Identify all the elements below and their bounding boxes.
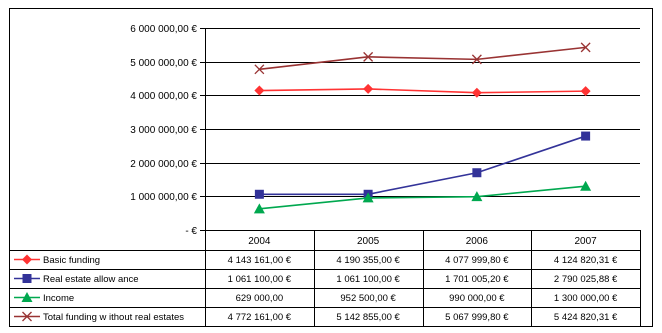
table-cell-value: 5 067 999,80 € bbox=[445, 312, 509, 323]
series-line bbox=[259, 46, 586, 71]
table-cell-value: 4 077 999,80 € bbox=[445, 255, 509, 266]
legend-label: Basic funding bbox=[43, 255, 100, 266]
data-point bbox=[363, 51, 374, 62]
data-point-stroke bbox=[254, 64, 265, 75]
data-table: 2004 2005 2006 2007 Basic funding 4 143 161,0… bbox=[10, 230, 641, 327]
data-point bbox=[22, 311, 32, 322]
x-category-label: 2006 bbox=[466, 236, 489, 247]
x-category-label: 2007 bbox=[575, 236, 598, 247]
series-3 bbox=[254, 42, 591, 75]
table-cell-value: 990 000,00 € bbox=[449, 293, 505, 304]
table-cell-value: 4 190 355,00 € bbox=[336, 255, 400, 266]
data-point-stroke bbox=[22, 311, 32, 322]
legend-key bbox=[14, 292, 40, 302]
data-point-stroke bbox=[363, 51, 374, 62]
data-point bbox=[471, 54, 482, 65]
legend-label: Total funding w ithout real estates bbox=[43, 312, 184, 323]
table-cell-value: 4 772 161,00 € bbox=[228, 312, 292, 323]
table-cell-value: 4 124 820,31 € bbox=[554, 255, 618, 266]
data-point bbox=[363, 83, 374, 94]
data-point bbox=[472, 168, 482, 178]
series-0 bbox=[254, 83, 591, 98]
data-point bbox=[254, 64, 265, 75]
table-cell-value: 5 424 820,31 € bbox=[554, 312, 618, 323]
data-point bbox=[471, 87, 482, 98]
y-tick-label: 1 000 000,00 € bbox=[130, 192, 197, 203]
data-point-stroke bbox=[580, 42, 591, 53]
legend-label: Real estate allow ance bbox=[43, 274, 139, 285]
data-point-stroke bbox=[471, 54, 482, 65]
series-line bbox=[259, 135, 586, 196]
data-point bbox=[254, 85, 265, 96]
table-cell-value: 1 061 100,00 € bbox=[228, 274, 292, 285]
table-cell-value: 1 061 100,00 € bbox=[336, 274, 400, 285]
table-cell-value: 2 790 025,88 € bbox=[554, 274, 618, 285]
y-tick-label: 2 000 000,00 € bbox=[130, 159, 197, 170]
y-tick-label: 5 000 000,00 € bbox=[130, 58, 197, 69]
data-point bbox=[254, 189, 264, 199]
series-2 bbox=[253, 180, 592, 214]
data-point bbox=[253, 203, 265, 214]
data-point bbox=[471, 191, 483, 202]
table-cell-value: 1 701 005,20 € bbox=[445, 274, 509, 285]
legend-label: Income bbox=[43, 293, 74, 304]
legend-key bbox=[14, 254, 40, 265]
y-tick-label: 3 000 000,00 € bbox=[130, 125, 197, 136]
data-point bbox=[580, 86, 591, 97]
y-tick-label: 6 000 000,00 € bbox=[130, 24, 197, 35]
table-cell-value: 5 142 855,00 € bbox=[336, 312, 400, 323]
table-cell-value: 952 500,00 € bbox=[340, 293, 396, 304]
x-category-label: 2005 bbox=[357, 236, 380, 247]
data-point bbox=[22, 254, 32, 265]
x-category-label: 2004 bbox=[248, 236, 271, 247]
legend-key bbox=[14, 274, 40, 283]
legend-key bbox=[14, 311, 40, 322]
data-point bbox=[580, 180, 592, 191]
y-tick-label: - € bbox=[185, 226, 197, 237]
data-point bbox=[580, 42, 591, 53]
table-cell-value: 1 300 000,00 € bbox=[554, 293, 618, 304]
series-line bbox=[259, 185, 586, 210]
table-cell-value: 629 000,00 bbox=[236, 293, 284, 304]
data-point bbox=[362, 192, 374, 203]
y-tick-label: 4 000 000,00 € bbox=[130, 91, 197, 102]
y-axis: - € 1 000 000,00 € 2 000 000,00 € 3 000 000… bbox=[130, 24, 206, 237]
data-point bbox=[21, 292, 33, 302]
series-line bbox=[259, 88, 586, 94]
data-point bbox=[22, 274, 32, 283]
data-point bbox=[581, 131, 591, 141]
table-cell-value: 4 143 161,00 € bbox=[228, 255, 292, 266]
series-lines bbox=[253, 42, 592, 214]
grid-lines bbox=[205, 28, 640, 197]
